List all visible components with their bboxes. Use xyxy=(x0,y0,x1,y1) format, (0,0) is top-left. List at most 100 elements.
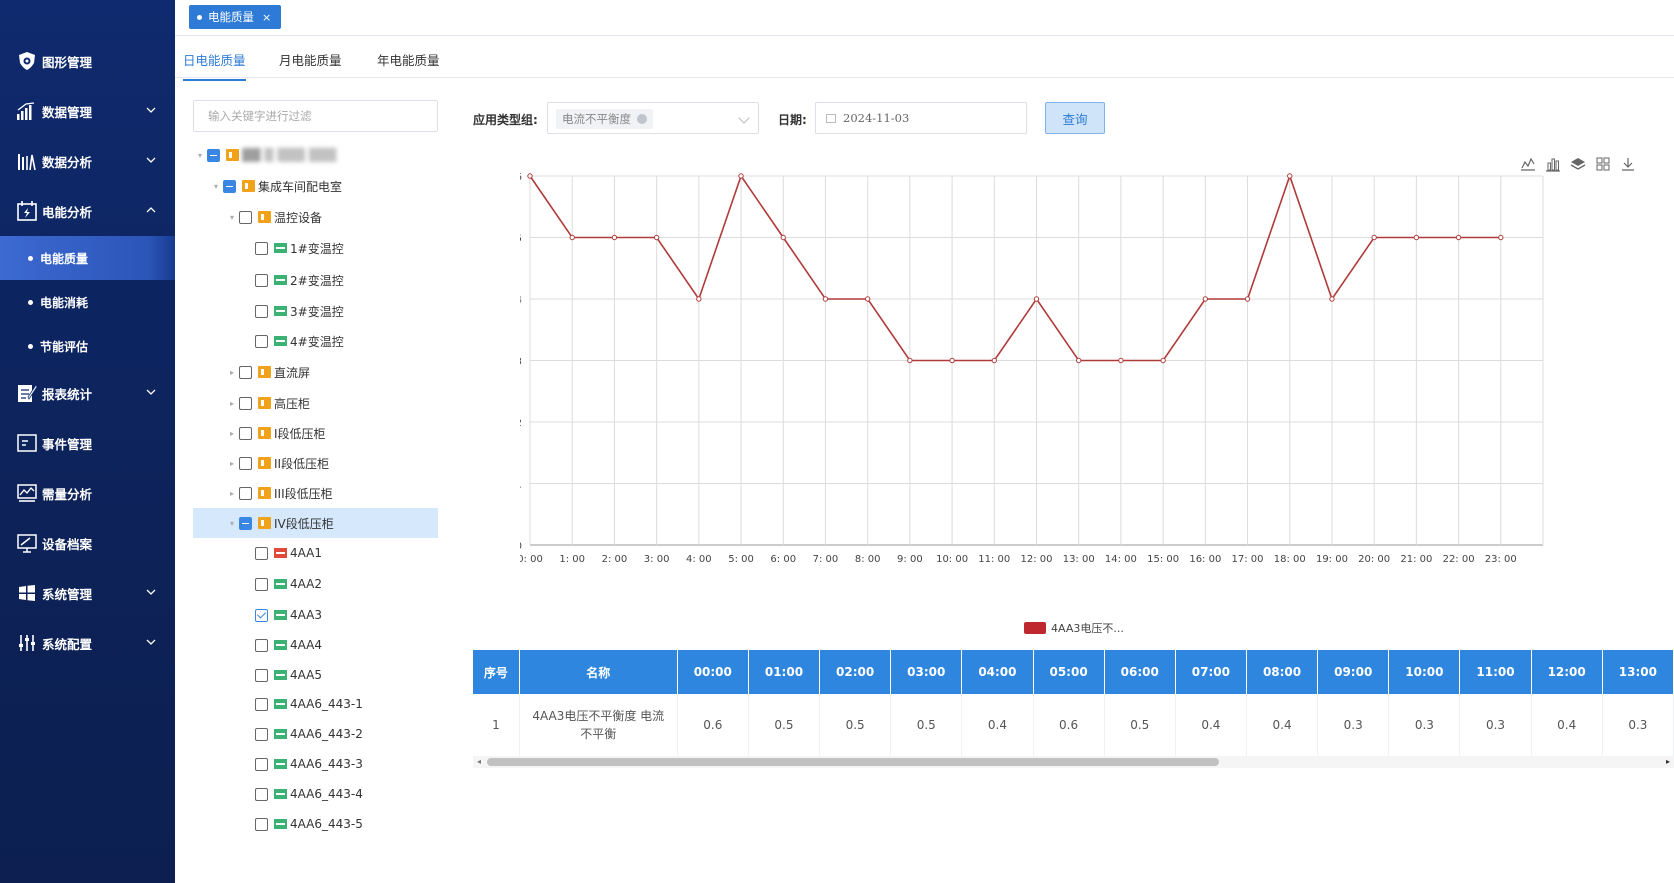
data-point xyxy=(949,357,955,364)
tree-checkbox[interactable] xyxy=(255,638,268,652)
tree-checkbox[interactable] xyxy=(255,817,268,831)
download-icon[interactable] xyxy=(1620,156,1636,172)
tab-daily-quality[interactable]: 日电能质量 xyxy=(183,50,246,81)
sidebar-item-a-0[interactable]: 图形管理 xyxy=(0,36,175,86)
caret-icon[interactable]: ▸ xyxy=(229,367,234,377)
tree-checkbox[interactable] xyxy=(239,456,252,470)
tree-node[interactable]: 4AA2 xyxy=(241,569,322,599)
query-button[interactable]: 查询 xyxy=(1045,102,1105,134)
caret-icon[interactable]: ▾ xyxy=(197,150,202,160)
column-header: 07:00 xyxy=(1175,650,1247,694)
tree-node[interactable]: 4AA1 xyxy=(241,538,322,568)
tree-checkbox[interactable] xyxy=(239,365,252,379)
tree-node[interactable]: 4AA6_443-4 xyxy=(241,779,363,809)
column-header: 11:00 xyxy=(1459,650,1532,694)
tree-checkbox[interactable] xyxy=(255,787,268,801)
sidebar-item-a-3[interactable]: 电能分析 xyxy=(0,186,175,236)
sidebar-item-a-2[interactable]: 数据分析 xyxy=(0,136,175,186)
bar-chart-icon[interactable] xyxy=(1545,156,1561,172)
tree-checkbox[interactable] xyxy=(239,426,252,440)
tree-checkbox[interactable] xyxy=(255,304,268,318)
tree-checkbox[interactable] xyxy=(239,210,252,224)
sidebar-item-label: 数据管理 xyxy=(42,104,93,120)
sidebar-item-b-4[interactable]: 系统管理 xyxy=(0,568,175,618)
tab-yearly-quality[interactable]: 年电能质量 xyxy=(377,53,440,68)
tree-node[interactable]: ▸ 高压柜 xyxy=(225,388,310,418)
tree-node[interactable]: ▸ 直流屏 xyxy=(225,357,310,387)
sidebar-item-b-0[interactable]: 报表统计 xyxy=(0,368,175,418)
tree-node[interactable]: ▾ IV段低压柜 xyxy=(193,508,438,538)
tree-checkbox[interactable] xyxy=(255,546,268,560)
table-cell: 0.6 xyxy=(677,694,749,756)
tab-monthly-quality[interactable]: 月电能质量 xyxy=(279,53,342,68)
caret-icon[interactable]: ▾ xyxy=(229,518,234,528)
data-point xyxy=(1329,296,1335,302)
tree-checkbox[interactable] xyxy=(239,396,252,410)
tree-checkbox[interactable] xyxy=(255,577,268,591)
sidebar-menu: 图形管理数据管理数据分析 电能分析 电能质量电能消耗节能评估 报表统计 事件管理 需量分析… xyxy=(0,36,175,668)
scrollbar-thumb[interactable] xyxy=(487,758,1219,766)
scroll-right-icon[interactable]: ▸ xyxy=(1665,757,1670,766)
horizontal-scrollbar[interactable]: ◂ ▸ xyxy=(473,756,1674,768)
tree-node[interactable]: ▸ I段低压柜 xyxy=(225,418,326,448)
tree-node[interactable]: ▾ 集成车间配电室 xyxy=(209,171,342,201)
tree-checkbox[interactable] xyxy=(239,486,252,500)
tree-node[interactable]: ▸ II段低压柜 xyxy=(225,448,329,478)
tree-node[interactable]: 4AA6_443-2 xyxy=(241,719,363,749)
tree-checkbox[interactable] xyxy=(239,516,252,530)
caret-icon[interactable]: ▸ xyxy=(229,488,234,498)
page-tag-power-quality[interactable]: 电能质量 × xyxy=(189,5,282,29)
tree-filter-input[interactable]: 输入关键字进行过滤 xyxy=(193,100,438,132)
caret-icon[interactable]: ▸ xyxy=(229,428,234,438)
submenu-item-label: 电能消耗 xyxy=(40,295,89,310)
stack-icon[interactable] xyxy=(1570,156,1586,172)
grid-view-icon[interactable] xyxy=(1595,156,1611,172)
date-picker[interactable]: 2024-11-03 xyxy=(815,102,1027,134)
table-cell: 0.4 xyxy=(961,694,1034,756)
caret-icon[interactable]: ▸ xyxy=(229,458,234,468)
sidebar-item-b-2[interactable]: 需量分析 xyxy=(0,468,175,518)
close-icon[interactable]: × xyxy=(262,10,272,24)
line-chart-icon[interactable] xyxy=(1520,156,1536,172)
tree-node[interactable]: 1#变温控 xyxy=(241,233,344,263)
device-icon xyxy=(274,670,287,680)
chart-legend[interactable]: 4AA3电压不... xyxy=(1024,620,1124,636)
tree-node-label: II段低压柜 xyxy=(274,456,330,471)
tree-node[interactable]: 2#变温控 xyxy=(241,265,344,295)
tree-checkbox[interactable] xyxy=(255,334,268,348)
tree-node[interactable]: ▸ III段低压柜 xyxy=(225,478,333,508)
caret-icon[interactable]: ▾ xyxy=(229,212,234,222)
tree-node[interactable]: 4#变温控 xyxy=(241,326,344,356)
submenu-item-2[interactable]: 节能评估 xyxy=(0,324,175,368)
caret-icon[interactable]: ▸ xyxy=(229,398,234,408)
tree-node[interactable]: ▾ ▓▓ ▒ ▒▒▒ ▒▒▒ xyxy=(193,140,337,170)
tree-checkbox[interactable] xyxy=(255,727,268,741)
tree-node[interactable]: 4AA5 xyxy=(241,660,322,690)
sidebar-item-b-1[interactable]: 事件管理 xyxy=(0,418,175,468)
tree-checkbox[interactable] xyxy=(255,608,268,622)
tree-checkbox[interactable] xyxy=(207,148,220,162)
tree-node[interactable]: 4AA4 xyxy=(241,630,322,660)
tree-node[interactable]: 3#变温控 xyxy=(241,296,344,326)
tree-checkbox[interactable] xyxy=(255,757,268,771)
sidebar-item-a-1[interactable]: 数据管理 xyxy=(0,86,175,136)
submenu-item-1[interactable]: 电能消耗 xyxy=(0,280,175,324)
tree-node[interactable]: ▾ 温控设备 xyxy=(225,202,322,232)
tree-node[interactable]: 4AA6_443-1 xyxy=(241,689,363,719)
scroll-left-icon[interactable]: ◂ xyxy=(477,757,482,766)
tree-node[interactable]: 4AA3 xyxy=(241,600,322,630)
tree-checkbox[interactable] xyxy=(255,697,268,711)
tree-node[interactable]: 4AA6_443-3 xyxy=(241,749,363,779)
tree-checkbox[interactable] xyxy=(255,668,268,682)
tree-checkbox[interactable] xyxy=(255,273,268,287)
tree-node[interactable]: 4AA6_443-5 xyxy=(241,809,363,839)
sidebar-item-b-3[interactable]: 设备档案 xyxy=(0,518,175,568)
tag-close-icon[interactable] xyxy=(637,114,647,124)
caret-icon[interactable]: ▾ xyxy=(213,181,218,191)
sidebar-item-b-5[interactable]: 系统配置 xyxy=(0,618,175,668)
type-group-select[interactable]: 电流不平衡度 xyxy=(547,102,759,134)
device-monitor-icon xyxy=(16,532,38,554)
tree-checkbox[interactable] xyxy=(255,241,268,255)
tree-checkbox[interactable] xyxy=(223,179,236,193)
submenu-item-0[interactable]: 电能质量 xyxy=(0,236,175,280)
